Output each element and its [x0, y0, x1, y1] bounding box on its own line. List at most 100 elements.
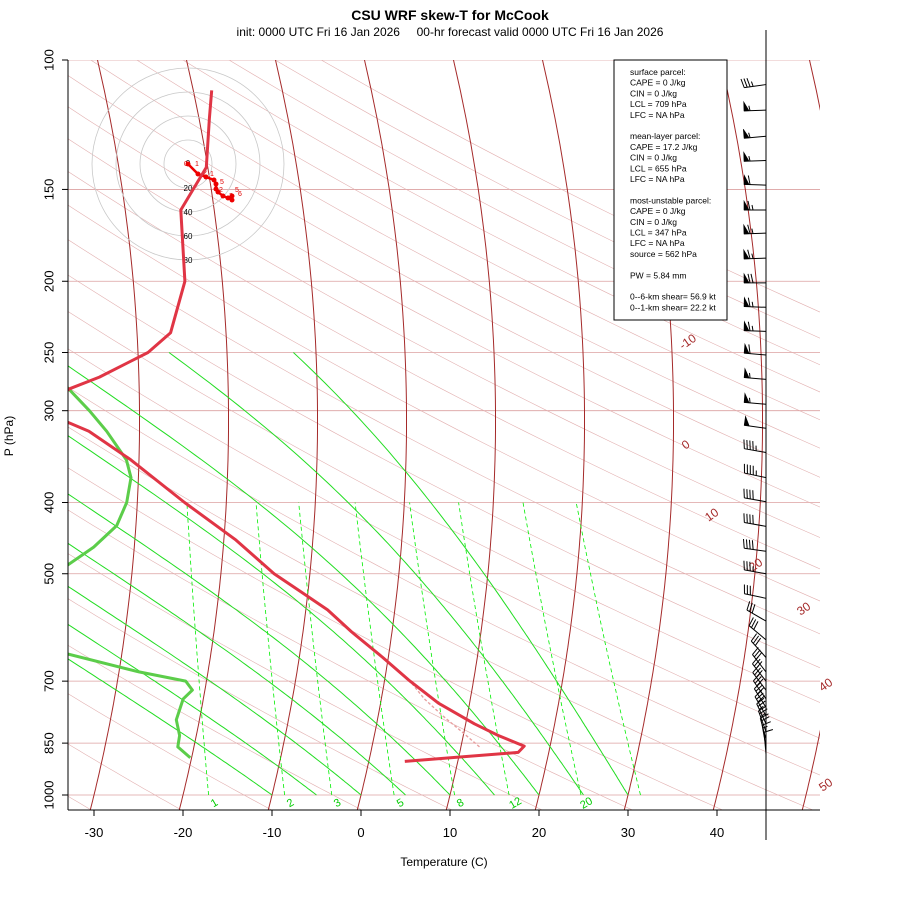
hodograph-ring-label: 60: [184, 232, 193, 241]
hodograph-point: [215, 189, 221, 195]
moist-adiabat-line: [168, 352, 584, 796]
wind-barb: [742, 538, 767, 552]
isotherm-label: -10: [677, 331, 700, 353]
wind-barb: [752, 673, 767, 700]
y-tick-label: 250: [41, 342, 56, 364]
temperature-line: [68, 90, 526, 763]
hodograph-ring: [91, 67, 285, 261]
isotherm-label: 40: [816, 675, 835, 694]
mixing-ratio-line: [354, 502, 395, 796]
info-line: PW = 5.84 mm: [630, 270, 686, 280]
wind-barb: [743, 463, 767, 479]
wind-barb: [743, 296, 767, 308]
wind-barb: [743, 248, 767, 260]
dry-adiabat-line: [68, 644, 363, 810]
hodograph-point: [203, 174, 209, 180]
isotherm-line: [534, 60, 585, 810]
mixing-ratio-labels: 1 2 3 5 8 12 20: [209, 795, 595, 812]
wind-barb: [748, 617, 767, 641]
mixing-ratio-line: [522, 502, 582, 796]
hodograph-height-label: 0: [184, 161, 188, 168]
wind-barb: [750, 633, 767, 658]
mixing-ratio-line: [458, 502, 510, 796]
wind-barb: [754, 690, 767, 716]
hodograph-point: [229, 193, 235, 199]
hodograph-height-label: 1: [195, 161, 199, 168]
info-line: CAPE = 17.2 J/kg: [630, 142, 698, 152]
wind-barb: [763, 729, 774, 755]
hodograph-ring: [115, 91, 261, 237]
wind-barb: [743, 272, 766, 284]
info-line: 0--1-km shear= 22.2 kt: [630, 302, 716, 312]
isotherm-line: [89, 60, 140, 810]
isotherm-label: 20: [746, 555, 765, 574]
dry-adiabat-line: [68, 348, 820, 739]
moist-adiabat-line: [68, 542, 406, 796]
chart-subtitle: init: 0000 UTC Fri 16 Jan 2026 00-hr for…: [237, 25, 664, 39]
wind-barb: [743, 223, 767, 235]
wind-barb: [743, 415, 767, 429]
hodograph-ring: [163, 139, 213, 189]
dry-adiabat-line: [68, 426, 814, 810]
info-line: CAPE = 0 J/kg: [630, 206, 686, 216]
hodograph-point: [195, 171, 201, 177]
dry-adiabat-gridlines: [68, 60, 820, 810]
hodograph-height-label: 1: [210, 171, 214, 178]
hodograph-height-label: 1: [214, 182, 218, 189]
x-tick-label: -10: [263, 825, 282, 840]
wind-barb: [743, 488, 767, 503]
moist-adiabat-line: [68, 658, 273, 796]
mixing-ratio-label: 12: [507, 795, 524, 812]
hodograph-height-label: 6: [238, 191, 242, 198]
info-line: source = 562 hPa: [630, 249, 697, 259]
moist-adiabat-lines: [68, 352, 629, 796]
dry-adiabat-line: [68, 509, 634, 810]
dry-adiabat-line: [68, 386, 820, 776]
dry-adiabat-line: [68, 743, 182, 810]
info-line: LCL = 655 hPa: [630, 163, 687, 173]
wind-barb: [743, 320, 767, 332]
isotherm-line: [712, 60, 763, 810]
y-axis-label: P (hPa): [2, 416, 16, 456]
isotherm-line: [178, 60, 229, 810]
isotherm-label: 10: [702, 505, 721, 524]
wind-barb: [743, 439, 767, 454]
moist-adiabat-line: [68, 493, 451, 796]
sounding-profiles: [68, 90, 526, 763]
dry-adiabat-line: [68, 311, 820, 703]
isotherm-labels: -10 0 10 20 30 40 50: [677, 331, 836, 794]
info-line: LFC = NA hPa: [630, 238, 685, 248]
dry-adiabat-line: [90, 60, 820, 449]
dry-adiabat-line: [68, 467, 724, 810]
wind-barb: [743, 151, 767, 162]
chart-title: CSU WRF skew-T for McCook: [351, 7, 549, 23]
wind-barbs: [740, 77, 774, 755]
wind-barb: [743, 392, 767, 405]
x-axis-ticks: -30 -20 -10 0 10 20 30 40: [85, 810, 724, 840]
hodograph-height-label: 2: [219, 187, 223, 194]
isotherm-line: [445, 60, 496, 810]
info-line: CIN = 0 J/kg: [630, 153, 677, 163]
dry-adiabat-line: [68, 598, 453, 810]
dry-adiabat-line: [228, 60, 820, 366]
hodograph-height-label: 5: [220, 179, 224, 186]
wind-barb: [743, 560, 767, 575]
info-line: LCL = 347 hPa: [630, 228, 687, 238]
hodograph-point: [211, 177, 217, 183]
hodograph-height-label: 3: [229, 193, 233, 200]
info-line: CAPE = 0 J/kg: [630, 78, 686, 88]
hodograph-point: [185, 161, 191, 167]
mixing-ratio-label: 2: [285, 797, 296, 810]
mixing-ratio-line: [255, 502, 285, 796]
wind-barb: [743, 513, 767, 527]
info-line: 0--6-km shear= 56.9 kt: [630, 292, 716, 302]
moist-adiabat-line: [293, 352, 629, 796]
dry-adiabat-line: [68, 239, 820, 635]
hodograph-point: [225, 195, 231, 201]
mixing-ratio-line: [298, 502, 333, 796]
x-tick-label: 10: [443, 825, 457, 840]
x-tick-label: 0: [357, 825, 364, 840]
hodograph-ring-label: 80: [184, 256, 193, 265]
